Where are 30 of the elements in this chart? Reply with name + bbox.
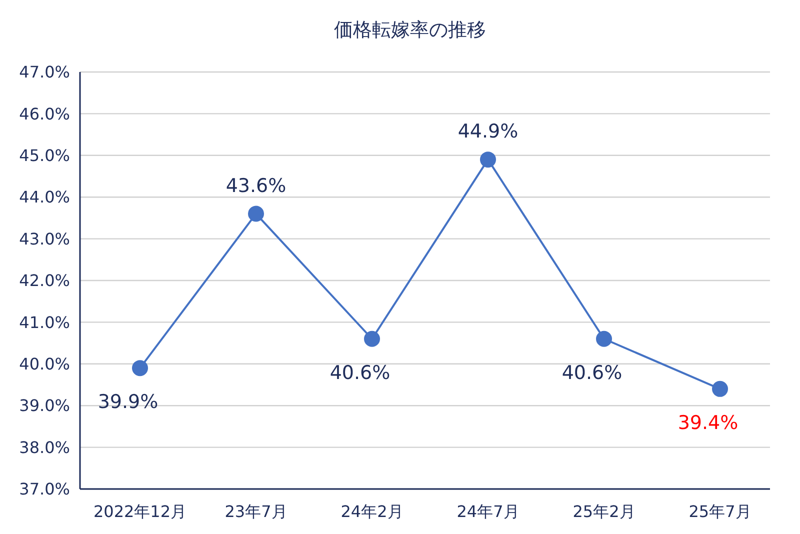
x-tick-label: 2022年12月 bbox=[93, 502, 187, 521]
point bbox=[248, 206, 264, 222]
y-tick-label: 44.0% bbox=[19, 188, 70, 207]
y-tick-label: 47.0% bbox=[19, 62, 70, 82]
y-tick-label: 37.0% bbox=[19, 480, 70, 499]
y-tick-label: 46.0% bbox=[19, 104, 70, 124]
x-tick-label: 25年2月 bbox=[572, 502, 636, 521]
y-tick-label: 40.0% bbox=[19, 354, 70, 374]
text: 39.4% bbox=[678, 412, 738, 434]
x-tick-label: 25年7月 bbox=[688, 502, 752, 521]
text: 40.6% bbox=[330, 362, 390, 384]
text: 40.6% bbox=[562, 362, 622, 384]
chart-title: 価格転嫁率の推移 bbox=[334, 19, 486, 41]
point bbox=[364, 330, 380, 347]
y-tick-label: 43.0% bbox=[19, 229, 70, 248]
text: 39.9% bbox=[98, 391, 158, 414]
point bbox=[480, 152, 496, 168]
point bbox=[132, 360, 148, 376]
x-tick-label: 24年2月 bbox=[340, 502, 404, 521]
y-tick-label: 45.0% bbox=[19, 146, 70, 165]
point bbox=[712, 380, 728, 397]
y-tick-label: 38.0% bbox=[19, 438, 70, 457]
x-tick-label: 23年7月 bbox=[224, 502, 288, 521]
text: 44.9% bbox=[458, 120, 518, 143]
y-tick-label: 42.0% bbox=[19, 271, 70, 290]
y-tick-label: 39.0% bbox=[19, 396, 70, 416]
y-tick-label: 41.0% bbox=[19, 312, 70, 332]
x-tick-label: 24年7月 bbox=[456, 502, 520, 521]
text: 43.6% bbox=[226, 174, 286, 197]
point bbox=[596, 330, 612, 347]
